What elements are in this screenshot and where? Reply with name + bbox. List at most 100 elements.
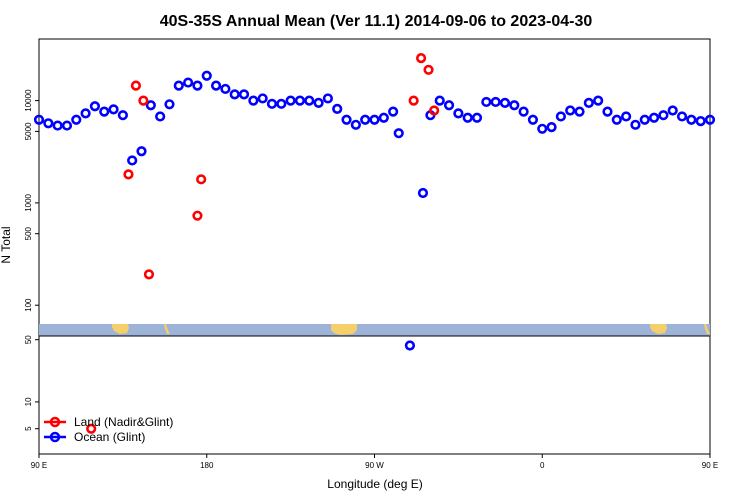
data-point (360, 114, 371, 125)
data-point (499, 97, 511, 108)
data-point (593, 95, 604, 106)
data-point (393, 128, 404, 139)
data-point (130, 80, 142, 91)
data-point (518, 106, 529, 117)
legend-ocean-marker (49, 431, 61, 443)
legend-ocean-label: Ocean (Glint) (74, 430, 145, 444)
x-axis-label: Longitude (deg E) (327, 477, 422, 491)
data-point (80, 108, 91, 119)
legend-land-marker (49, 416, 61, 428)
data-point (415, 53, 427, 64)
data-point (388, 106, 399, 117)
data-point (127, 155, 138, 166)
data-point (86, 423, 97, 434)
data-point (704, 114, 716, 125)
legend-land-label: Land (Nadir&Glint) (74, 415, 173, 429)
data-point (220, 83, 231, 95)
land-mass (704, 324, 710, 334)
data-point (686, 114, 697, 125)
data-point (196, 174, 207, 185)
chart-title: 40S-35S Annual Mean (Ver 11.1) 2014-09-0… (160, 13, 593, 30)
data-point (408, 95, 419, 106)
legend: Land (Nadir&Glint) Ocean (Glint) (44, 415, 173, 444)
data-point (378, 112, 389, 123)
data-point (429, 105, 440, 116)
data-point (33, 114, 45, 125)
data-point (192, 210, 203, 221)
data-point (527, 114, 539, 125)
data-point (546, 122, 557, 133)
y-tick-label: 1000 (24, 193, 33, 211)
data-point (630, 119, 641, 130)
data-point (462, 112, 473, 123)
data-point (332, 103, 343, 114)
data-point (266, 98, 278, 109)
data-point (509, 100, 520, 111)
data-point (238, 89, 250, 100)
data-point (369, 114, 380, 125)
data-point (99, 106, 110, 117)
x-tick-label: 90 W (365, 461, 384, 470)
data-point (322, 93, 334, 104)
data-point (621, 111, 632, 122)
land-mass (650, 324, 667, 334)
data-point (574, 106, 585, 117)
y-axis-label: N Total (0, 226, 13, 263)
y-tick-label: 5000 (24, 122, 33, 140)
data-point (658, 110, 669, 121)
land-mass (164, 324, 170, 334)
data-point (294, 95, 306, 106)
x-axis: 90 E 180 90 W 0 90 E (31, 454, 718, 470)
data-point (117, 110, 128, 121)
data-point (143, 269, 155, 280)
data-point (404, 340, 416, 351)
x-tick-label: 90 E (702, 461, 718, 470)
data-point (602, 106, 613, 117)
data-point (611, 114, 622, 125)
y-tick-label: 50 (24, 335, 33, 344)
data-point (201, 70, 212, 81)
y-tick-label: 10 (24, 397, 33, 406)
x-tick-label: 180 (200, 461, 214, 470)
data-point (423, 64, 434, 75)
data-point (667, 105, 678, 116)
data-point (164, 99, 175, 110)
data-point (89, 101, 101, 112)
y-tick-label: 100 (24, 298, 33, 312)
data-point (695, 116, 706, 127)
data-point (183, 77, 194, 88)
data-point (434, 95, 445, 106)
y-tick-label: 500 (24, 226, 33, 240)
data-point (443, 100, 455, 111)
ocean-strip (39, 324, 710, 336)
data-point (639, 114, 650, 125)
data-point (229, 89, 240, 100)
data-point (257, 93, 268, 104)
data-point (123, 169, 134, 180)
data-point (490, 96, 501, 108)
data-point (108, 104, 119, 115)
y-tick-label: 5 (24, 426, 33, 431)
data-point (61, 120, 73, 131)
x-tick-label: 90 E (31, 461, 47, 470)
data-point (648, 112, 660, 123)
data-point (210, 80, 222, 91)
data-point (71, 114, 82, 125)
lower-y-axis: 5 10 50 (24, 335, 39, 431)
data-point (537, 123, 548, 134)
upper-y-axis: 100 500 1000 5000 10000 (24, 89, 39, 312)
data-point (248, 95, 259, 106)
data-point (138, 95, 149, 106)
land-mass (112, 324, 129, 334)
data-point (43, 118, 54, 129)
data-point (341, 114, 352, 125)
data-point (192, 80, 203, 91)
data-point (481, 96, 492, 108)
data-point (173, 80, 184, 91)
data-point (676, 111, 688, 122)
data-point (136, 146, 147, 157)
data-point (453, 108, 464, 119)
data-point (313, 97, 324, 108)
data-point (276, 98, 287, 109)
